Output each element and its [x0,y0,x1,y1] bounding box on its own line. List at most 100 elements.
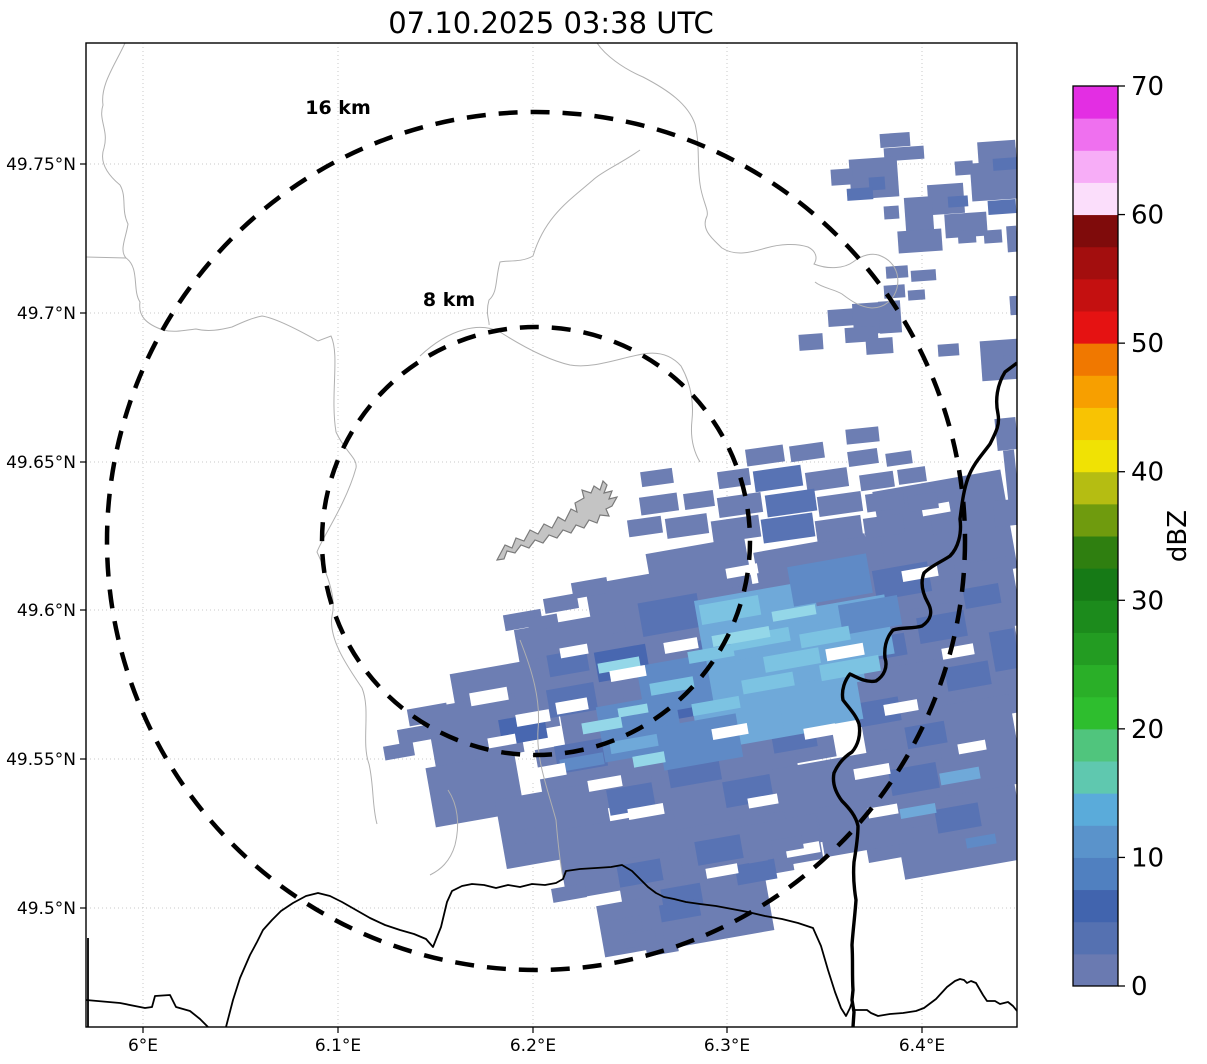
colorbar-segment [1073,889,1118,923]
radar-cell [992,157,1017,171]
radar-cell [934,802,982,834]
admin-boundary-line [101,43,129,259]
x-tick-label: 6.3°E [704,1036,750,1056]
colorbar-segment [1073,825,1118,858]
colorbar-segment [1073,503,1118,537]
colorbar-tick-label: 70 [1131,72,1164,102]
radar-cell [570,576,610,600]
x-tick-label: 6°E [128,1036,158,1056]
colorbar-axis-label: dBZ [1163,510,1193,562]
radar-cell [957,229,977,244]
radar-cell [862,513,906,539]
admin-boundary-line [86,256,378,825]
colorbar-segment [1073,118,1118,151]
radar-cell [649,676,695,696]
colorbar-segment [1073,536,1118,569]
colorbar-segment [1073,793,1118,826]
radar-cell [664,513,710,539]
colorbar-tick-label: 20 [1131,715,1164,745]
radar-cell [787,553,873,607]
radar-cell [944,211,988,239]
x-tick-label: 6.1°E [315,1036,361,1056]
y-tick-label: 49.5°N [17,899,76,919]
radar-cell [931,516,961,535]
colorbar-segment [1073,664,1118,698]
radar-cell [883,699,919,716]
radar-cell [847,447,879,468]
radar-cell [897,228,943,254]
plot-title: 07.10.2025 03:38 UTC [388,6,714,40]
radar-cell [616,858,664,888]
radar-cell [663,637,699,654]
radar-cell [897,466,927,485]
colorbar-segment [1073,857,1118,891]
radar-cell [632,751,666,768]
country-border-line [225,864,853,1027]
y-tick-label: 49.7°N [17,304,76,324]
radar-cell [803,723,837,740]
radar-cell [383,741,415,761]
radar-cell [879,131,911,149]
radar-cell [396,724,434,745]
radar-cell [542,593,580,614]
radar-cell [711,722,749,741]
y-tick-label: 49.6°N [17,601,76,621]
radar-cell [741,671,795,695]
colorbar-tick-label: 40 [1131,458,1164,488]
colorbar-segment [1073,246,1118,280]
radar-cell [962,583,1002,609]
radar-cell [883,205,900,220]
admin-boundary-line [419,326,701,463]
radar-cell [845,426,880,445]
y-tick-label: 49.65°N [6,453,76,473]
radar-cell [939,766,981,786]
radar-cell [804,467,850,492]
radar-cell [983,229,1003,244]
x-tick-label: 6.4°E [899,1036,945,1056]
radar-cell [907,289,926,301]
radar-cell [771,604,817,622]
radar-cell [710,514,762,544]
radar-cell [903,196,935,233]
range-ring-16km [104,109,968,973]
radar-cell [745,444,785,467]
radar-cell [734,858,778,886]
radar-cell [910,269,937,282]
admin-boundary-line [519,639,564,879]
radar-cell [698,594,762,626]
radar-cell [425,692,525,768]
radar-cell [853,762,891,781]
radar-cell [814,514,864,544]
ring-label-16km: 16 km [305,97,371,119]
radar-cell [907,491,939,513]
radar-cell [752,464,804,493]
radar-cell [867,803,899,819]
radar-cell [559,752,605,772]
radar-cell [609,664,647,683]
radar-cell [716,492,764,518]
radar-cell [747,793,779,809]
colorbar-segment [1073,632,1118,666]
radar-cell [683,489,715,511]
colorbar-segment [1073,953,1118,987]
radar-cell [877,300,903,334]
radar-cell [487,733,517,749]
colorbar-segment [1073,921,1118,955]
urban-area-polygon [495,479,619,561]
radar-cell [825,642,865,662]
radar-cell [527,762,567,782]
admin-boundary-line [429,789,459,876]
radar-cell [638,492,680,516]
radar-cell [764,488,818,518]
radar-cell [609,915,643,935]
radar-cell [865,337,894,355]
radar-cell [546,648,590,678]
radar-cell [771,835,804,854]
radar-cell [729,626,791,652]
radar-cell [799,625,851,649]
radar-echo-layer [383,131,1017,958]
radar-cell [760,512,816,544]
radar-cell [617,703,649,718]
radar-cell [637,593,703,637]
radar-cell [987,199,1017,215]
